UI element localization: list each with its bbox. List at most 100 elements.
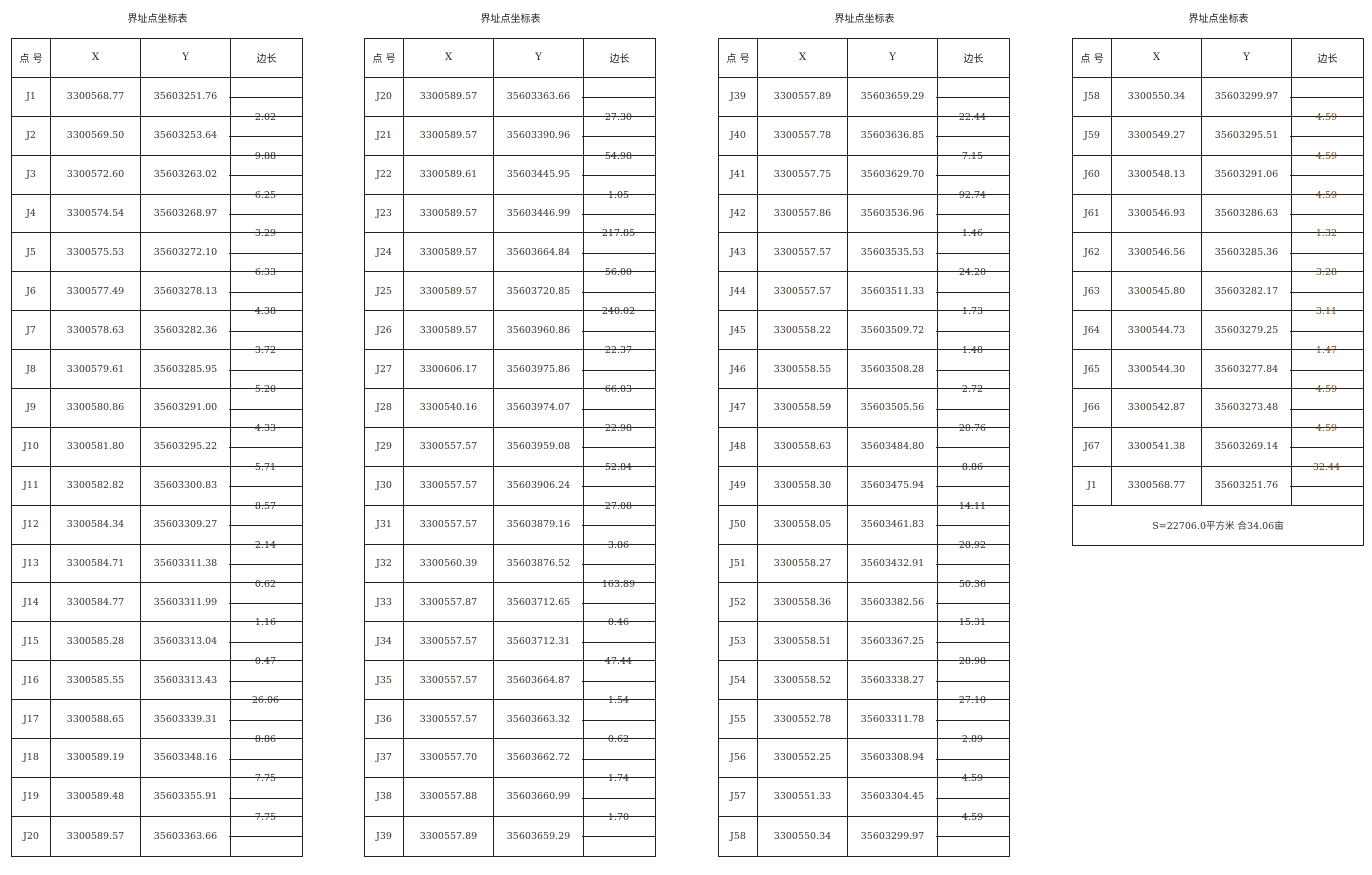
y-coordinate: 35603295.22 xyxy=(141,427,231,466)
table-title: 界址点坐标表 xyxy=(127,14,188,25)
x-coordinate: 3300558.52 xyxy=(758,661,848,700)
y-coordinate: 35603535.53 xyxy=(848,233,938,272)
table-row: J28 3300540.16 35603974.07 xyxy=(365,389,655,428)
point-id: J19 xyxy=(12,777,51,816)
table-row: J15 3300585.28 35603313.04 xyxy=(12,622,302,662)
edge-length-column: 2.02 9.88 6.25 3.29 6.33 4.38 3.72 5.20 4.33 5.71… xyxy=(229,78,302,856)
header-point: 点 号 xyxy=(12,39,51,77)
point-id: J22 xyxy=(365,155,404,194)
edge-length-column: 4.59 4.59 4.59 1.32 3.28 3.11 1.47 4.59 4.59 32.4… xyxy=(1290,78,1363,506)
header-edge: 边长 xyxy=(256,54,277,66)
x-coordinate: 3300544.30 xyxy=(1112,350,1202,389)
table-row: J4 3300574.54 35603268.97 xyxy=(12,194,302,234)
y-coordinate: 35603285.36 xyxy=(1202,233,1292,272)
point-id: J64 xyxy=(1073,311,1112,350)
edge-length-end xyxy=(229,836,302,855)
table-row: J54 3300558.52 35603338.27 xyxy=(719,661,1009,701)
edge-length: 1.46 xyxy=(936,214,1009,253)
table-row: J53 3300558.51 35603367.25 xyxy=(719,622,1009,662)
point-id: J27 xyxy=(365,350,404,389)
edge-length: 4.33 xyxy=(229,408,302,448)
edge-length: 5.71 xyxy=(229,447,302,486)
table-row: J30 3300557.57 35603906.24 xyxy=(365,466,655,506)
y-coordinate: 35603879.16 xyxy=(494,505,584,544)
edge-length: 1.47 xyxy=(1290,330,1363,370)
edge-length: 0.46 xyxy=(582,603,655,642)
table-row: J45 3300558.22 35603509.72 xyxy=(719,311,1009,351)
y-coordinate: 35603308.94 xyxy=(848,739,938,777)
x-coordinate: 3300589.57 xyxy=(404,194,494,233)
x-coordinate: 3300589.57 xyxy=(404,116,494,155)
table-row: J39 3300557.89 35603659.29 xyxy=(719,77,1009,117)
header-y: Y xyxy=(141,39,231,77)
point-id: J57 xyxy=(719,777,758,816)
header-y: Y xyxy=(1202,39,1292,77)
x-coordinate: 3300546.93 xyxy=(1112,194,1202,233)
x-coordinate: 3300589.61 xyxy=(404,155,494,194)
edge-length: 0.47 xyxy=(229,641,302,681)
table-row: J67 3300541.38 35603269.14 xyxy=(1073,427,1363,467)
y-coordinate: 35603712.65 xyxy=(494,583,584,622)
header-x: X xyxy=(758,39,848,77)
y-coordinate: 35603659.29 xyxy=(494,816,584,856)
table-row: J49 3300558.30 35603475.94 xyxy=(719,466,1009,506)
point-id: J20 xyxy=(12,816,51,856)
point-id: J39 xyxy=(719,77,758,116)
x-coordinate: 3300584.77 xyxy=(51,583,141,622)
table-row: J52 3300558.36 35603382.56 xyxy=(719,583,1009,623)
y-coordinate: 35603299.97 xyxy=(1202,77,1292,116)
y-coordinate: 35603263.02 xyxy=(141,155,231,194)
y-coordinate: 35603536.96 xyxy=(848,194,938,233)
y-coordinate: 35603279.25 xyxy=(1202,311,1292,350)
y-coordinate: 35603484.80 xyxy=(848,427,938,466)
table-row: J14 3300584.77 35603311.99 xyxy=(12,583,302,623)
header-point: 点 号 xyxy=(365,39,404,77)
table-row: J25 3300589.57 35603720.85 xyxy=(365,272,655,312)
table-row: J44 3300557.57 35603511.33 xyxy=(719,272,1009,312)
point-id: J30 xyxy=(365,466,404,505)
edge-length: 0.62 xyxy=(229,564,302,603)
x-coordinate: 3300589.57 xyxy=(404,77,494,116)
edge-length: 8.86 xyxy=(229,719,302,759)
edge-length: 6.25 xyxy=(229,175,302,214)
edge-length: 28.98 xyxy=(936,641,1009,681)
edge-length: 0.62 xyxy=(582,719,655,759)
edge-length: 22.98 xyxy=(582,408,655,448)
y-coordinate: 35603461.83 xyxy=(848,505,938,544)
table-row: J42 3300557.86 35603536.96 xyxy=(719,194,1009,234)
x-coordinate: 3300569.50 xyxy=(51,116,141,155)
table-row: J46 3300558.55 35603508.28 xyxy=(719,350,1009,390)
y-coordinate: 35603363.66 xyxy=(141,816,231,856)
point-id: J44 xyxy=(719,272,758,311)
edge-length-end xyxy=(582,836,655,855)
edge-length: 47.44 xyxy=(582,641,655,681)
x-coordinate: 3300558.36 xyxy=(758,583,848,622)
x-coordinate: 3300574.54 xyxy=(51,194,141,233)
x-coordinate: 3300540.16 xyxy=(404,389,494,427)
x-coordinate: 3300582.82 xyxy=(51,466,141,505)
y-coordinate: 35603251.76 xyxy=(141,77,231,116)
y-coordinate: 35603348.16 xyxy=(141,739,231,777)
x-coordinate: 3300560.39 xyxy=(404,544,494,583)
y-coordinate: 35603445.95 xyxy=(494,155,584,194)
x-coordinate: 3300552.78 xyxy=(758,700,848,739)
x-coordinate: 3300550.34 xyxy=(1112,77,1202,116)
point-id: J28 xyxy=(365,389,404,427)
point-id: J2 xyxy=(12,116,51,155)
x-coordinate: 3300581.80 xyxy=(51,427,141,466)
x-coordinate: 3300557.87 xyxy=(404,583,494,622)
edge-length: 2.72 xyxy=(936,369,1009,409)
x-coordinate: 3300558.27 xyxy=(758,544,848,583)
y-coordinate: 35603974.07 xyxy=(494,389,584,427)
point-id: J21 xyxy=(365,116,404,155)
y-coordinate: 35603338.27 xyxy=(848,661,938,700)
point-id: J33 xyxy=(365,583,404,622)
edge-length: 28.92 xyxy=(936,525,1009,564)
y-coordinate: 35603313.43 xyxy=(141,661,231,700)
table-grid: 点 号 X Y 边长 J39 3300557.89 35603659.29 J40 330055… xyxy=(718,38,1010,857)
edge-length: 56.00 xyxy=(582,252,655,292)
edge-length: 8.86 xyxy=(936,447,1009,486)
table-row: J51 3300558.27 35603432.91 xyxy=(719,544,1009,584)
edge-length: 2.02 xyxy=(229,97,302,136)
edge-length: 4.38 xyxy=(229,291,302,331)
